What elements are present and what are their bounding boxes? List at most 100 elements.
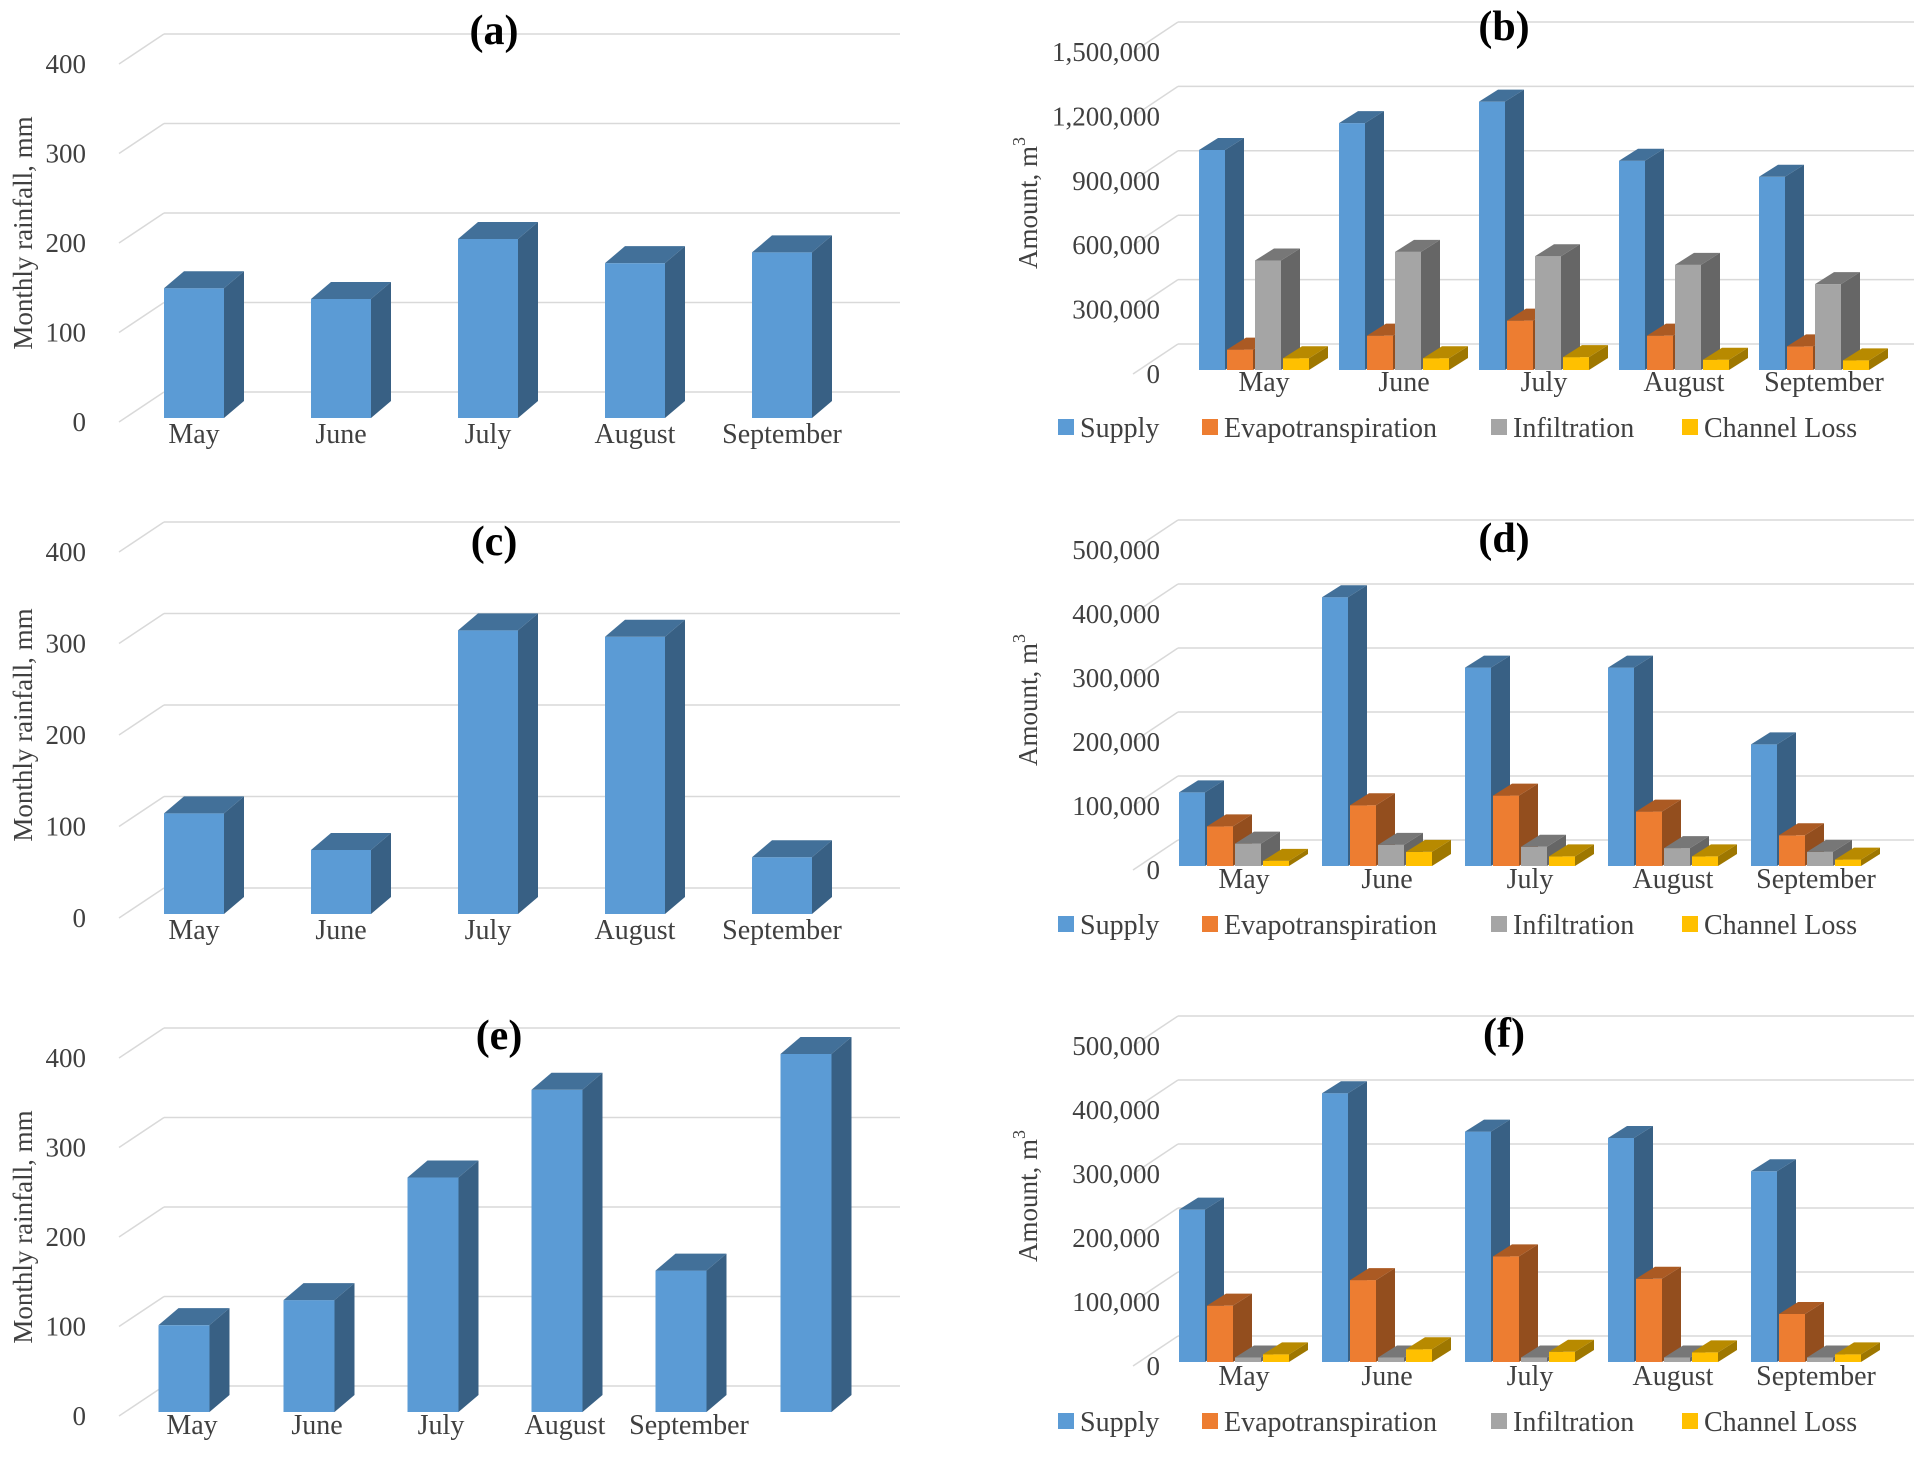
- bar-evapotranspiration: [1493, 1244, 1538, 1362]
- y-tick-label: 900,000: [1072, 166, 1160, 196]
- chart-title: (f): [1483, 1011, 1525, 1057]
- y-tick-label: 100,000: [1072, 791, 1160, 821]
- y-tick-label: 400: [46, 537, 87, 567]
- gridline-depth: [1132, 775, 1179, 807]
- bar-rainfall: [752, 840, 832, 914]
- y-axis-label-superscript: 3: [1009, 1130, 1029, 1139]
- x-tick-label: May: [168, 419, 219, 450]
- legend-swatch: [1202, 916, 1218, 932]
- gridline-depth: [118, 1116, 165, 1149]
- bar-channel_loss: [1263, 1342, 1308, 1362]
- chart-panel-b: 0 300,000 600,000 900,000 1,200,000 1,500,000…: [1009, 4, 1914, 444]
- bar-rainfall: [164, 271, 244, 418]
- x-tick-label: July: [1521, 367, 1568, 398]
- legend-label: Evapotranspiration: [1224, 910, 1437, 941]
- legend-label: Supply: [1080, 413, 1159, 444]
- y-axis-label: Monthly rainfall, mm: [8, 608, 38, 841]
- bar-infiltration: [1815, 272, 1860, 370]
- bar-evapotranspiration: [1207, 1293, 1252, 1362]
- legend-label: Evapotranspiration: [1224, 1407, 1437, 1438]
- chart-title: (b): [1478, 4, 1529, 50]
- chart-panel-f: 0 100,000 200,000 300,000 400,000 500,000 (f) A…: [1009, 1011, 1914, 1438]
- gridline-depth: [118, 212, 165, 244]
- x-tick-label: July: [465, 915, 512, 946]
- y-tick-label: 300: [46, 629, 87, 659]
- legend-item-supply: Supply: [1058, 910, 1159, 941]
- y-axis-label: Amount, m3: [1009, 634, 1043, 766]
- gridline-depth: [118, 1027, 165, 1059]
- y-tick-label: 0: [73, 1401, 87, 1431]
- y-tick-label: 100: [46, 812, 87, 842]
- bar-evapotranspiration: [1350, 1268, 1395, 1362]
- y-tick-label: 400: [46, 49, 87, 79]
- chart-panel-e: 0 100 200 300 400 (e) Monthly rainfall, mm May J…: [8, 1013, 900, 1441]
- legend-item-evapotranspiration: Evapotranspiration: [1202, 1407, 1437, 1438]
- y-tick-label: 300,000: [1072, 295, 1160, 325]
- gridline-depth: [118, 33, 165, 65]
- y-tick-label: 200,000: [1072, 727, 1160, 757]
- legend-label: Infiltration: [1513, 413, 1634, 444]
- y-tick-label: 300,000: [1072, 1159, 1160, 1189]
- legend-swatch: [1202, 1413, 1218, 1429]
- x-tick-label: June: [315, 419, 366, 450]
- x-tick-label: June: [1361, 864, 1412, 895]
- legend-swatch: [1058, 419, 1074, 435]
- y-tick-label: 1,200,000: [1052, 101, 1160, 131]
- legend-swatch: [1682, 419, 1698, 435]
- y-tick-label: 500,000: [1072, 535, 1160, 565]
- x-tick-label: September: [629, 1410, 749, 1441]
- y-axis-label: Monthly rainfall, mm: [8, 116, 38, 349]
- x-tick-label: August: [595, 915, 676, 946]
- gridline-depth: [118, 391, 165, 423]
- x-tick-label: May: [1238, 367, 1289, 398]
- x-tick-label: May: [1218, 1361, 1269, 1392]
- bar-channel_loss: [1703, 347, 1748, 370]
- bar-infiltration: [1395, 239, 1440, 370]
- bar-rainfall: [458, 613, 538, 914]
- legend-swatch: [1491, 916, 1507, 932]
- y-tick-label: 200,000: [1072, 1223, 1160, 1253]
- y-tick-label: 300: [46, 139, 87, 169]
- legend-item-supply: Supply: [1058, 413, 1159, 444]
- gridline-depth: [118, 795, 165, 828]
- legend: Supply Evapotranspiration Infiltration Chan…: [1058, 413, 1857, 444]
- chart-title: (e): [476, 1013, 523, 1059]
- x-tick-label: May: [1218, 864, 1269, 895]
- legend-label: Supply: [1080, 1407, 1159, 1438]
- y-tick-label: 0: [73, 407, 87, 437]
- x-tick-label: May: [166, 1410, 217, 1441]
- bar-channel_loss: [1263, 848, 1308, 866]
- gridline-depth: [118, 1295, 165, 1328]
- legend-item-infiltration: Infiltration: [1491, 910, 1634, 941]
- x-tick-label: June: [315, 915, 366, 946]
- bar-supply: [1759, 164, 1804, 370]
- legend-item-evapotranspiration: Evapotranspiration: [1202, 910, 1437, 941]
- gridline-depth: [1132, 278, 1179, 311]
- bar-channel_loss: [1406, 1337, 1451, 1362]
- legend-label: Channel Loss: [1704, 1407, 1857, 1438]
- bar-rainfall: [283, 1283, 355, 1412]
- x-tick-label: September: [1756, 864, 1876, 895]
- gridline-depth: [1132, 1207, 1179, 1239]
- bar-supply: [1479, 89, 1524, 371]
- bar-channel_loss: [1283, 346, 1328, 370]
- bar-infiltration: [1255, 248, 1300, 370]
- gridline-depth: [118, 301, 165, 334]
- bar-channel_loss: [1549, 844, 1594, 866]
- y-tick-label: 300,000: [1072, 663, 1160, 693]
- legend: Supply Evapotranspiration Infiltration Chan…: [1058, 910, 1857, 941]
- legend-item-supply: Supply: [1058, 1407, 1159, 1438]
- legend-item-channel_loss: Channel Loss: [1682, 910, 1857, 941]
- bar-evapotranspiration: [1636, 1266, 1681, 1362]
- y-axis-label-superscript: 3: [1009, 137, 1029, 146]
- y-tick-label: 600,000: [1072, 230, 1160, 260]
- legend-label: Channel Loss: [1704, 413, 1857, 444]
- x-tick-label: July: [418, 1410, 465, 1441]
- bar-supply: [1322, 585, 1367, 866]
- x-tick-label: September: [1764, 367, 1884, 398]
- gridline-depth: [118, 704, 165, 736]
- bar-channel_loss: [1835, 847, 1880, 866]
- x-tick-label: June: [1361, 1361, 1412, 1392]
- bar-infiltration: [1535, 244, 1580, 370]
